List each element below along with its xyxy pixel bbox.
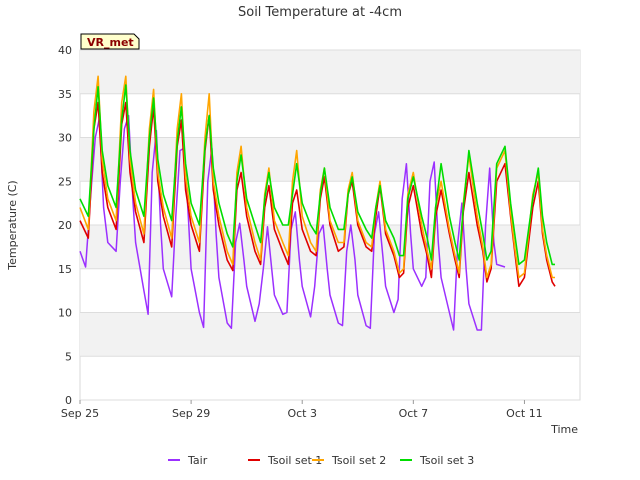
y-tick-label: 25 [58,175,72,188]
legend-label: Tsoil set 3 [419,454,474,467]
x-tick-label: Oct 7 [399,407,429,420]
station-badge-label: VR_met [87,36,134,49]
x-tick-label: Sep 25 [61,407,99,420]
x-axis: Sep 25 Sep 29 Oct 3 Oct 7 Oct 11 [61,400,543,420]
series-layer [79,75,556,331]
background-band [80,312,580,357]
legend-item-tsoil-set-3: Tsoil set 3 [400,454,474,467]
background-band [80,50,580,94]
y-tick-label: 15 [58,263,72,276]
y-tick-label: 20 [58,219,72,232]
x-tick-label: Sep 29 [172,407,210,420]
x-axis-label: Time [550,423,578,436]
series-line-tsoil-set-3 [79,84,555,266]
legend-item-tsoil-set-2: Tsoil set 2 [312,454,386,467]
legend-item-tair: Tair [168,454,208,467]
station-badge: VR_met [80,33,140,50]
y-axis: 0 5 10 15 20 25 30 35 40 [58,44,72,407]
x-tick-label: Oct 11 [506,407,543,420]
plot-area [79,49,581,401]
legend-label: Tsoil set 2 [331,454,386,467]
chart-title: Soil Temperature at -4cm [238,5,402,20]
y-tick-label: 35 [58,88,72,101]
legend-item-tsoil-set-1: Tsoil set 1 [248,454,322,467]
y-axis-label: Temperature (C) [6,180,19,270]
station-badge-shape [80,33,140,50]
y-tick-label: 30 [58,132,72,145]
gridlines [80,49,580,401]
y-tick-label: 10 [58,307,72,320]
legend-label: Tsoil set 1 [267,454,322,467]
background-band [80,225,580,269]
legend: Tair Tsoil set 1 Tsoil set 2 Tsoil set 3 [168,454,474,467]
y-tick-label: 0 [65,394,72,407]
x-tick-label: Oct 3 [287,407,317,420]
y-tick-label: 5 [65,350,72,363]
series-line-tair [79,114,506,331]
legend-label: Tair [187,454,208,467]
y-tick-label: 40 [58,44,72,57]
